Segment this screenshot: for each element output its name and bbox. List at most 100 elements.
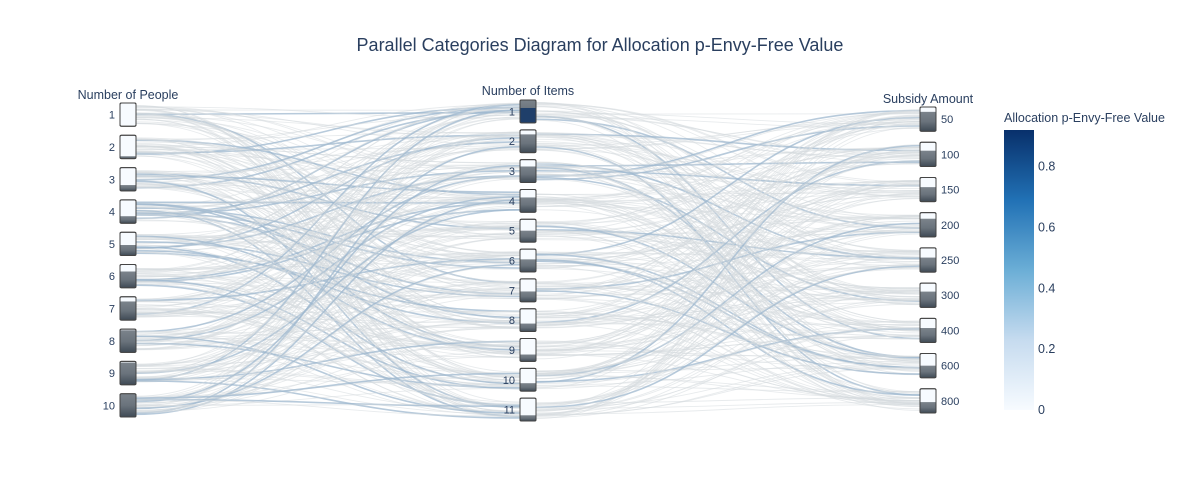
colorbar-tick-label: 0.8: [1038, 160, 1055, 174]
category-box-border: [519, 308, 537, 333]
category-box-fill: [920, 402, 936, 413]
link-ribbon: [135, 134, 521, 406]
category-box[interactable]: 4: [509, 188, 537, 213]
category-box[interactable]: 150: [919, 176, 959, 203]
link-ribbon: [135, 376, 521, 397]
link-ribbon: [535, 335, 921, 356]
category-box-fill: [120, 330, 136, 353]
link-ribbon: [135, 139, 521, 328]
category-label: 11: [504, 405, 515, 417]
category-label: 200: [941, 220, 959, 232]
category-box[interactable]: 8: [509, 308, 537, 333]
category-box-border: [119, 393, 137, 418]
category-box[interactable]: 3: [509, 159, 537, 183]
category-label: 400: [941, 325, 959, 337]
category-box[interactable]: 2: [109, 134, 137, 160]
category-box-border: [519, 397, 537, 422]
category-label: 7: [109, 303, 115, 315]
link-ribbon: [535, 288, 921, 374]
link-ribbon: [135, 110, 521, 336]
link-ribbon: [135, 326, 521, 399]
category-box[interactable]: 11: [504, 397, 537, 422]
category-box[interactable]: 7: [109, 296, 137, 321]
category-box[interactable]: 300: [919, 282, 959, 308]
category-box[interactable]: 4: [109, 199, 137, 224]
colorbar-tick-label: 0.4: [1038, 281, 1055, 295]
link-ribbon: [135, 150, 521, 264]
link-ribbon: [535, 268, 921, 326]
category-box[interactable]: 10: [103, 393, 137, 418]
category-box[interactable]: 1: [509, 99, 537, 124]
link-ribbon: [535, 367, 921, 372]
link-ribbon: [135, 263, 521, 410]
link-ribbon: [135, 113, 521, 403]
category-label: 100: [941, 149, 959, 161]
link-ribbon: [535, 258, 921, 396]
link-ribbon: [535, 346, 921, 371]
category-box-border: [919, 247, 937, 273]
category-box[interactable]: 9: [109, 360, 137, 386]
category-box[interactable]: 250: [919, 247, 959, 273]
link-ribbon: [135, 138, 521, 254]
category-label: 10: [103, 400, 115, 412]
category-box[interactable]: 400: [919, 317, 959, 344]
link-ribbon: [135, 252, 521, 313]
ribbon-links: [135, 102, 921, 419]
category-box[interactable]: 1: [109, 102, 137, 127]
link-ribbon: [135, 351, 521, 412]
link-ribbon: [135, 308, 521, 386]
link-ribbon: [535, 291, 921, 411]
link-ribbon: [135, 321, 521, 369]
link-ribbon: [135, 103, 521, 250]
link-ribbon: [135, 380, 521, 419]
category-box[interactable]: 50: [919, 106, 953, 132]
link-ribbon: [535, 265, 921, 409]
category-label: 6: [509, 256, 515, 268]
link-ribbon: [535, 192, 921, 416]
category-label: 4: [509, 196, 515, 208]
category-box-border: [919, 141, 937, 167]
category-box[interactable]: 8: [109, 328, 137, 353]
link-ribbon: [535, 362, 921, 409]
category-box[interactable]: 800: [919, 388, 959, 414]
category-box-border: [919, 317, 937, 344]
category-box[interactable]: 9: [509, 338, 537, 362]
category-box[interactable]: 2: [509, 129, 537, 154]
category-box-border: [919, 353, 937, 379]
category-box-fill: [520, 259, 536, 272]
link-ribbon: [135, 403, 521, 407]
link-ribbon: [135, 107, 521, 171]
category-box[interactable]: 3: [109, 167, 137, 192]
category-box[interactable]: 100: [919, 141, 959, 167]
category-box[interactable]: 5: [509, 218, 537, 243]
category-box-border: [119, 264, 137, 289]
link-ribbon: [135, 196, 521, 205]
link-ribbon: [135, 236, 521, 407]
link-ribbon: [535, 147, 921, 223]
category-box-border: [119, 134, 137, 160]
category-box-fill: [120, 185, 136, 191]
category-box-fill: [920, 291, 936, 308]
category-box[interactable]: 200: [919, 212, 959, 238]
link-ribbon: [535, 147, 921, 168]
colorbar-title: Allocation p-Envy-Free Value: [1004, 111, 1165, 125]
link-ribbon: [535, 154, 921, 416]
category-box-border: [919, 106, 937, 132]
category-box[interactable]: 10: [503, 367, 537, 392]
link-ribbon: [535, 298, 921, 319]
colorbar-tick-label: 0.2: [1038, 342, 1055, 356]
category-box-fill: [520, 230, 536, 243]
link-ribbon: [135, 377, 521, 415]
category-box-border: [519, 188, 537, 213]
link-ribbon: [135, 225, 521, 400]
category-box-border: [919, 212, 937, 238]
category-box[interactable]: 600: [919, 353, 959, 379]
category-label: 3: [509, 166, 515, 178]
category-box[interactable]: 6: [509, 248, 537, 273]
link-ribbon: [135, 340, 521, 367]
link-ribbon: [135, 326, 521, 334]
link-ribbon: [535, 314, 921, 406]
category-box[interactable]: 5: [109, 231, 137, 256]
category-box[interactable]: 7: [509, 278, 537, 303]
category-box[interactable]: 6: [109, 264, 137, 289]
